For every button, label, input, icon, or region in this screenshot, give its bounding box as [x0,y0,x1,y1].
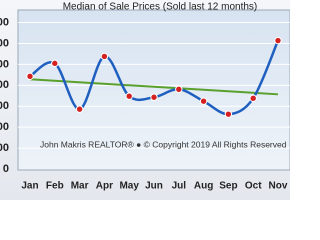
data-point [249,94,257,102]
y-tick-label: 000 [0,58,9,70]
x-tick-label: Feb [46,181,64,192]
data-point [51,59,59,68]
x-tick-label: Nov [269,181,288,192]
data-point [100,52,109,61]
data-point [26,72,34,81]
y-tick-label: 000 [0,121,9,133]
plot-area [17,9,290,171]
x-tick-label: May [119,181,139,192]
x-tick-label: Jun [145,181,163,192]
x-tick-label: Mar [71,181,89,192]
data-point [199,97,208,105]
x-tick-label: Aug [194,181,213,192]
x-tick-label: Oct [245,181,262,192]
x-tick-label: Jan [21,181,38,192]
chart: Median of Sale Prices (Sold last 12 mont… [0,0,290,200]
x-tick-label: Jul [172,181,187,192]
y-tick-label: 000 [0,100,9,112]
data-point [274,36,282,45]
data-point [175,85,183,93]
x-tick-label: Sep [219,181,237,192]
x-tick-label: Apr [96,181,113,192]
data-point [125,92,133,100]
chart-title: Median of Sale Prices (Sold last 12 mont… [63,2,258,13]
y-tick-label: 000 [0,79,9,91]
data-point [150,93,158,101]
y-tick-label: 0 [3,163,9,175]
y-tick-label: 000 [0,16,9,28]
y-tick-label: 000 [0,142,9,154]
trend-line [29,78,279,96]
watermark: John Makris REALTOR® ● © Copyright 2019 … [40,139,287,149]
data-point [224,110,233,118]
data-point [75,105,84,113]
y-tick-label: 000 [0,37,9,49]
